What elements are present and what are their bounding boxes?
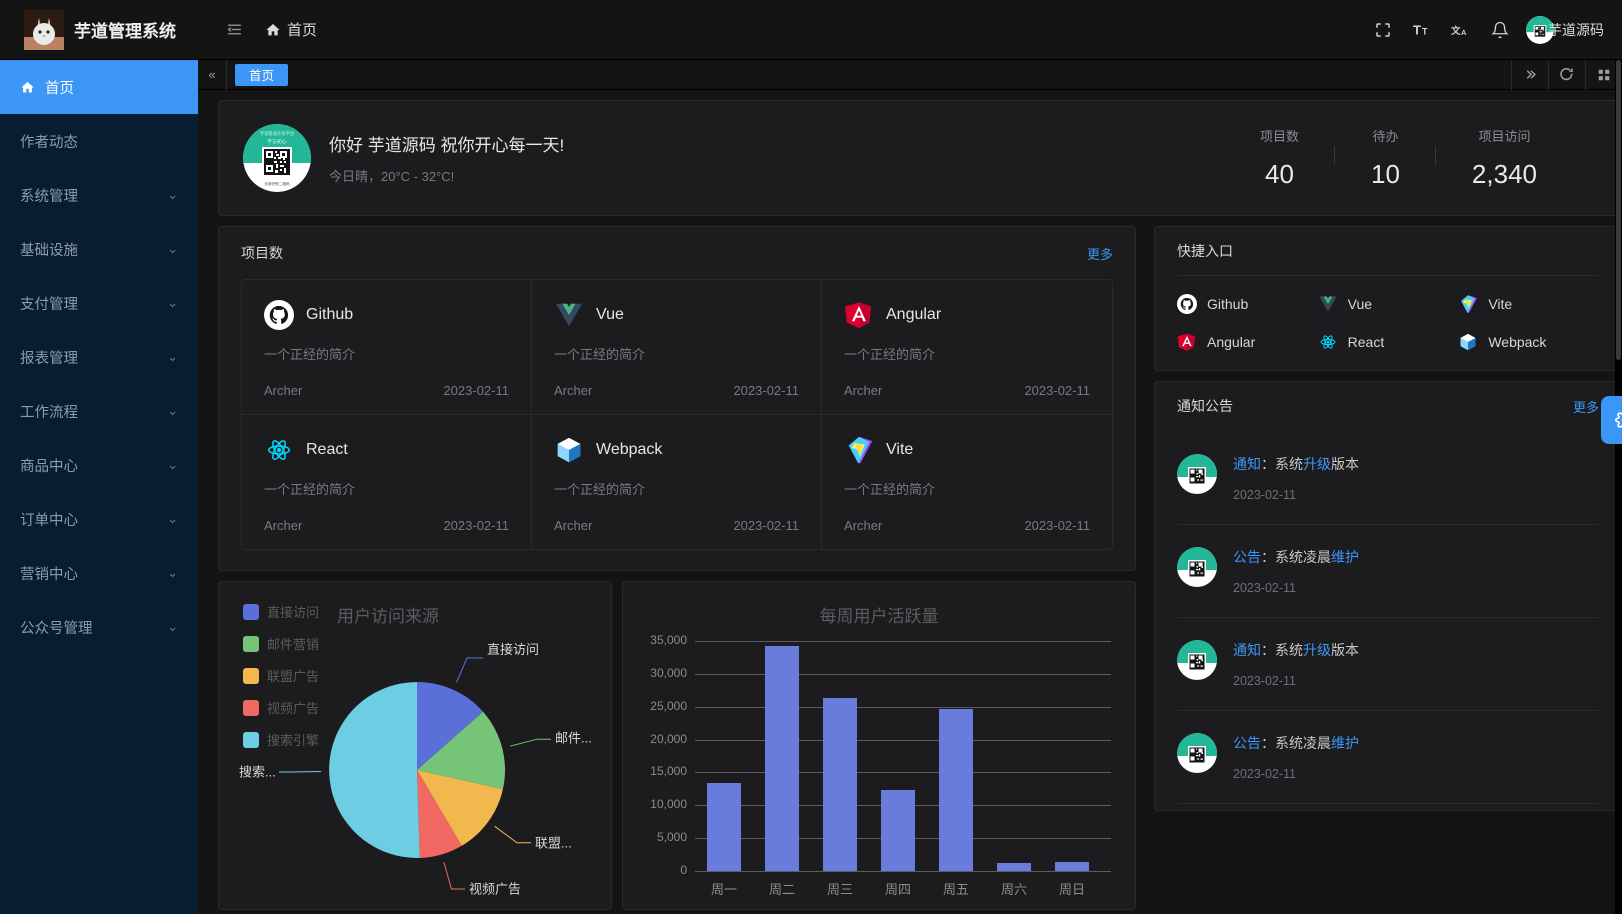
svg-text:视频广告: 视频广告	[469, 882, 521, 897]
svg-text:T: T	[1413, 23, 1421, 38]
svg-text:文: 文	[1451, 25, 1461, 37]
svg-text:联盟...: 联盟...	[535, 835, 572, 850]
svg-text:直接访问: 直接访问	[487, 642, 539, 657]
svg-text:邮件...: 邮件...	[555, 731, 592, 746]
svg-text:T: T	[1422, 27, 1428, 37]
svg-text:搜索...: 搜索...	[239, 764, 276, 779]
svg-text:A: A	[1461, 28, 1467, 37]
svg-text:芋道极速开发平台: 芋道极速开发平台	[260, 130, 294, 137]
svg-text:长按识别二维码: 长按识别二维码	[264, 181, 290, 186]
svg-text:不忘初心: 不忘初心	[267, 138, 286, 145]
